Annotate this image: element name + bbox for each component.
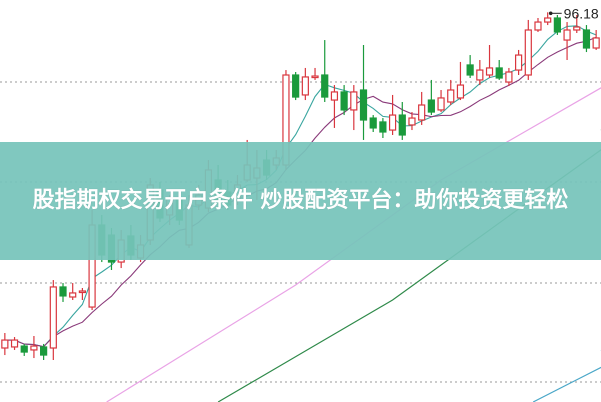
candle-up bbox=[456, 84, 465, 99]
candle-up bbox=[69, 292, 77, 298]
candle-up bbox=[350, 91, 358, 111]
candle-up bbox=[10, 339, 19, 348]
candle-down bbox=[553, 17, 561, 33]
max-price-label: 96.18 bbox=[564, 5, 599, 21]
max-pointer-dot bbox=[548, 11, 553, 16]
candle-down bbox=[59, 286, 67, 297]
candle-down bbox=[321, 74, 329, 98]
candle-down bbox=[466, 64, 474, 76]
candle-up bbox=[476, 69, 484, 81]
candle-up bbox=[408, 117, 416, 126]
candle-down bbox=[340, 91, 348, 111]
candle-down bbox=[427, 99, 435, 113]
candle-down bbox=[495, 67, 503, 79]
candle-up bbox=[592, 37, 600, 49]
ma120-line bbox=[532, 350, 601, 402]
candle-down bbox=[398, 114, 406, 136]
candle-up bbox=[447, 89, 455, 103]
candle-up bbox=[330, 91, 339, 101]
candle-up bbox=[514, 54, 523, 71]
candle-down bbox=[359, 89, 368, 121]
candle-up bbox=[418, 104, 426, 121]
candle-up bbox=[49, 286, 57, 349]
candle-down bbox=[20, 345, 28, 353]
banner-title: 股指期权交易开户条件 炒股配资平台：助你投资更轻松 bbox=[32, 188, 569, 213]
candle-up bbox=[311, 75, 319, 79]
candle-up bbox=[437, 97, 445, 111]
candle-up bbox=[301, 76, 309, 96]
candle-down bbox=[379, 121, 387, 133]
candle-up bbox=[544, 17, 552, 23]
candle-up bbox=[485, 67, 494, 76]
title-banner: 股指期权交易开户条件 炒股配资平台：助你投资更轻松 bbox=[0, 142, 601, 260]
candle-up bbox=[573, 26, 581, 31]
candle-down bbox=[369, 117, 377, 129]
candle-up bbox=[563, 29, 571, 41]
candle-up bbox=[534, 21, 542, 31]
candle-down bbox=[582, 29, 591, 49]
candle-up bbox=[78, 290, 87, 294]
candle-up bbox=[388, 114, 397, 131]
candle-down bbox=[40, 346, 48, 356]
candle-up bbox=[524, 29, 532, 76]
candle-up bbox=[30, 345, 38, 351]
candle-up bbox=[505, 71, 513, 83]
candle-up bbox=[1, 339, 9, 349]
candle-down bbox=[292, 74, 300, 98]
